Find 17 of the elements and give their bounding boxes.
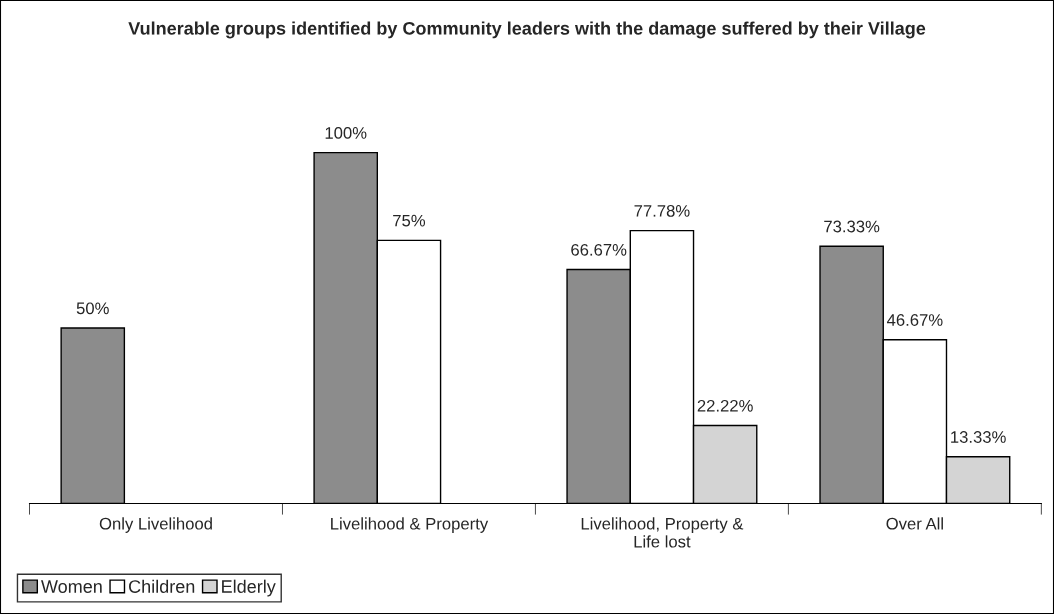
data-label: 50%: [76, 302, 109, 315]
data-label: 73.33%: [824, 220, 880, 233]
x-tick-label: Livelihood & Property: [331, 517, 489, 533]
data-label: 66.67%: [571, 243, 627, 256]
x-tick-label: Only Livelihood: [99, 517, 212, 533]
legend-label: Elderly: [222, 579, 276, 597]
chart-title: Vulnerable groups identified by Community leaders with the damage suffered by their Village: [128, 21, 926, 39]
legend-label: Children: [129, 579, 195, 593]
x-tick-label: Livelihood, Property & Life lost: [581, 517, 744, 548]
data-label: 22.22%: [697, 399, 753, 412]
legend-label: Women: [41, 580, 102, 593]
data-label: 75%: [393, 214, 426, 227]
data-label: 46.67%: [886, 314, 943, 326]
data-label: 100%: [325, 127, 367, 139]
data-label: 77.78%: [634, 204, 690, 217]
data-label: 13.33%: [951, 431, 1006, 443]
x-tick-label: Over All: [886, 517, 943, 530]
